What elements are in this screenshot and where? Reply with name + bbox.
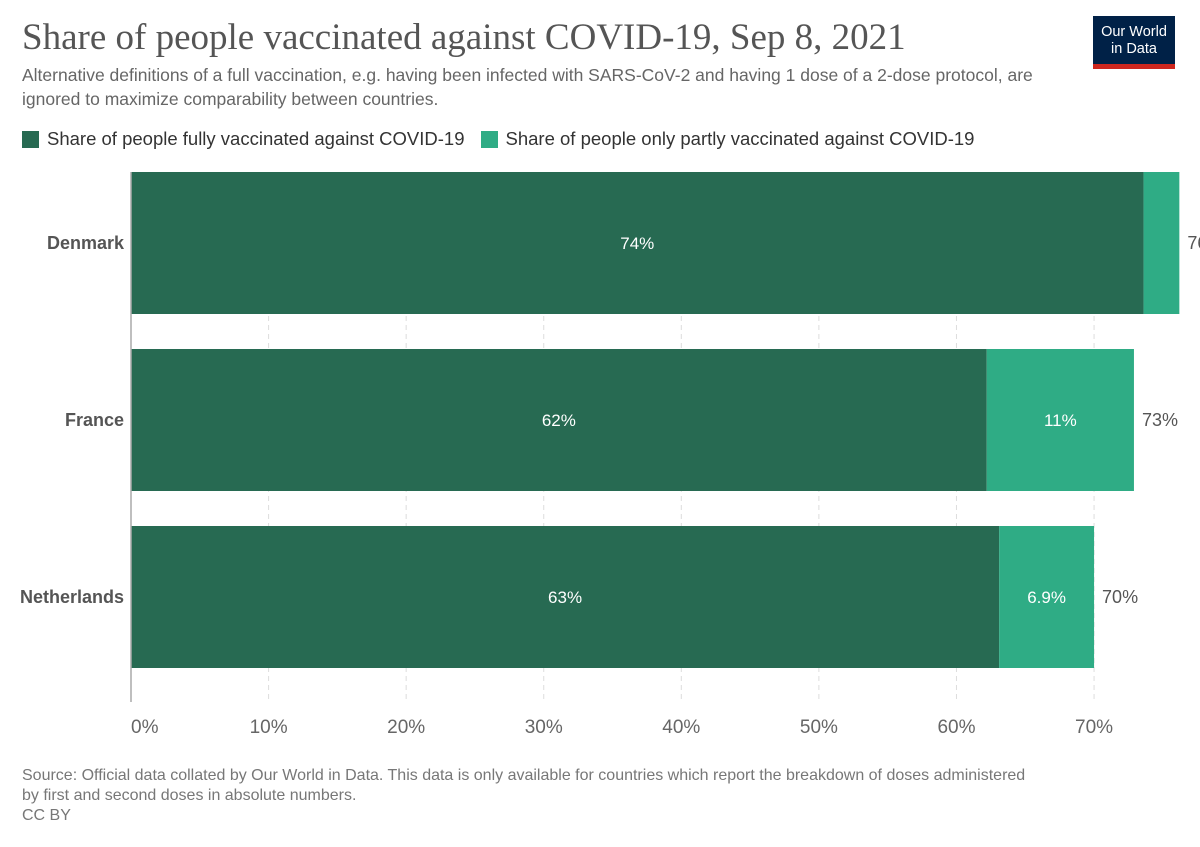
source-line-1: Source: Official data collated by Our Wo… — [22, 767, 1026, 784]
x-tick-label: 10% — [250, 717, 288, 738]
x-tick-label: 0% — [131, 717, 159, 738]
owid-logo[interactable]: Our World in Data — [1093, 16, 1175, 69]
data-label-total: 70% — [1102, 587, 1138, 607]
source-line-2: by first and second doses in absolute nu… — [22, 787, 357, 804]
data-label-fully: 63% — [548, 588, 582, 607]
legend-swatch-partly — [480, 130, 498, 148]
legend-label-partly: Share of people only partly vaccinated a… — [505, 128, 975, 149]
category-label: France — [65, 410, 124, 430]
category-label: Netherlands — [20, 587, 124, 607]
x-tick-label: 70% — [1075, 717, 1113, 738]
bar-partly-vaccinated[interactable] — [986, 349, 1134, 491]
legend-label-fully: Share of people fully vaccinated against… — [47, 128, 465, 149]
chart-footer: Source: Official data collated by Our Wo… — [22, 766, 1025, 826]
data-label-fully: 74% — [620, 234, 654, 253]
logo-line-1: Our World — [1101, 24, 1167, 40]
chart-subtitle: Alternative definitions of a full vaccin… — [22, 65, 1033, 109]
x-tick-label: 60% — [937, 717, 975, 738]
data-label-total: 76% — [1187, 233, 1200, 253]
license-label: CC BY — [22, 807, 71, 824]
data-label-partly: 6.9% — [1027, 588, 1066, 607]
chart-title: Share of people vaccinated against COVID… — [22, 17, 906, 58]
bar-fully-vaccinated[interactable] — [131, 172, 1144, 314]
x-tick-label: 40% — [662, 717, 700, 738]
data-label-partly: 11% — [1044, 411, 1077, 430]
x-tick-label: 30% — [525, 717, 563, 738]
x-tick-label: 20% — [387, 717, 425, 738]
legend-item-fully-vaccinated[interactable]: Share of people fully vaccinated against… — [22, 128, 465, 150]
logo-accent-bar — [1093, 64, 1175, 69]
bar-partly-vaccinated[interactable] — [1143, 172, 1180, 314]
logo-line-2: in Data — [1111, 41, 1157, 57]
category-label: Denmark — [47, 233, 125, 253]
legend-swatch-fully — [22, 130, 39, 148]
legend-item-partly-vaccinated[interactable]: Share of people only partly vaccinated a… — [480, 128, 975, 150]
bar-fully-vaccinated[interactable] — [131, 349, 987, 491]
bar-fully-vaccinated[interactable] — [131, 526, 1000, 668]
bar-partly-vaccinated[interactable] — [999, 526, 1095, 668]
data-label-total: 73% — [1142, 410, 1178, 430]
bar-chart: Denmark 74% 76% France 62% 11% 73% Netherlands 6… — [20, 172, 1200, 738]
x-tick-label: 50% — [800, 717, 838, 738]
legend: Share of people fully vaccinated against… — [22, 128, 990, 150]
data-label-fully: 62% — [542, 411, 576, 430]
